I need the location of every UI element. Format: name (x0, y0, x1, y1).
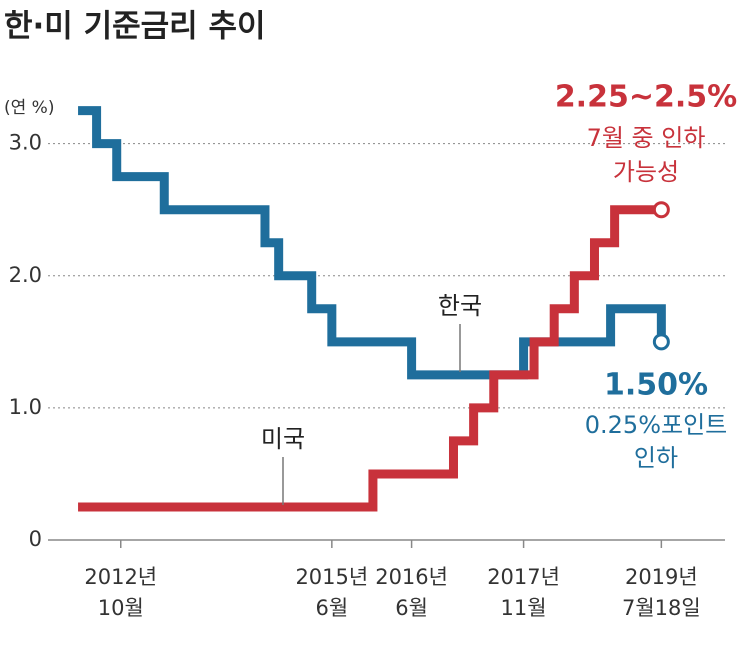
x-tick-label: 2016년 6월 (375, 565, 448, 620)
x-tick-label: 2017년 11월 (487, 565, 560, 620)
chart-title: 한·미 기준금리 추이 (4, 9, 266, 45)
end-point (652, 201, 670, 219)
x-tick-label: 2019년 7월18일 (621, 565, 701, 620)
annotation: 1.50% (604, 368, 708, 403)
annotation: 2.25~2.5% (555, 80, 737, 115)
y-tick-label: 1.0 (9, 395, 42, 419)
series-label: 미국 (261, 425, 305, 453)
x-tick-label: 2015년 6월 (295, 565, 369, 620)
series-line (78, 106, 666, 380)
annotation: 가능성 (613, 158, 679, 186)
y-tick-label: 2.0 (9, 263, 42, 287)
annotation: 인하 (634, 444, 678, 472)
y-tick-label: 3.0 (9, 131, 42, 155)
end-point (652, 333, 670, 351)
x-tick-label: 2012년 10월 (84, 565, 158, 620)
annotation: 7월 중 인하 (587, 124, 706, 152)
series-line (78, 205, 662, 512)
y-unit-label: (연 %) (4, 98, 54, 118)
annotation: 0.25%포인트 (585, 411, 727, 439)
y-tick-label: 0 (29, 527, 42, 551)
series-label: 한국 (438, 292, 482, 320)
